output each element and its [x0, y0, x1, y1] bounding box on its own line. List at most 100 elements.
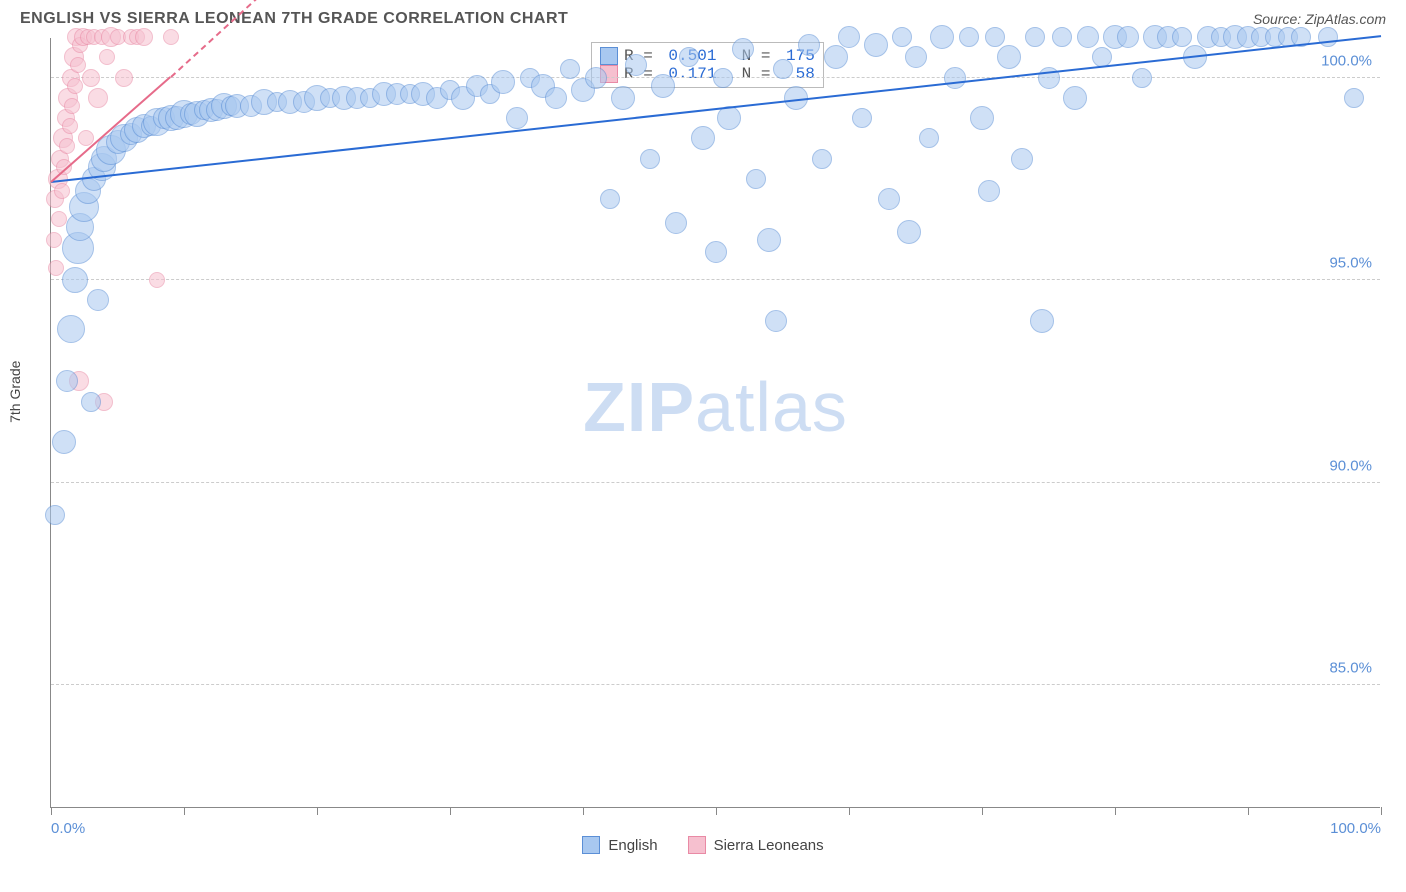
data-point-english [62, 267, 88, 293]
xtick [1115, 807, 1116, 815]
data-point-english [625, 54, 647, 76]
swatch-icon [582, 836, 600, 854]
data-point-english [611, 86, 635, 110]
plot-area: ZIPatlas R = 0.501 N = 175R = 0.171 N = … [50, 38, 1380, 808]
data-point-english [773, 59, 793, 79]
watermark: ZIPatlas [583, 367, 848, 447]
data-point-english [959, 27, 979, 47]
chart-container: 7th Grade ZIPatlas R = 0.501 N = 175R = … [20, 38, 1386, 854]
xtick [982, 807, 983, 815]
data-point-english [1132, 68, 1152, 88]
gridline [51, 482, 1380, 483]
data-point-english [757, 228, 781, 252]
data-point-english [1011, 148, 1033, 170]
data-point-english [838, 26, 860, 48]
data-point-english [997, 45, 1021, 69]
data-point-english [1344, 88, 1364, 108]
data-point-english [506, 107, 528, 129]
data-point-sierra [88, 88, 108, 108]
data-point-english [978, 180, 1000, 202]
data-point-english [491, 70, 515, 94]
chart-title: ENGLISH VS SIERRA LEONEAN 7TH GRADE CORR… [20, 10, 568, 28]
data-point-english [944, 67, 966, 89]
data-point-english [679, 47, 699, 67]
xtick [1381, 807, 1382, 815]
data-point-sierra [115, 69, 133, 87]
data-point-english [651, 74, 675, 98]
data-point-english [905, 46, 927, 68]
data-point-english [600, 189, 620, 209]
legend-label: Sierra Leoneans [714, 837, 824, 854]
xtick-label: 100.0% [1330, 820, 1381, 837]
y-axis-label: 7th Grade [7, 361, 23, 423]
source-label: Source: ZipAtlas.com [1253, 11, 1386, 27]
data-point-sierra [59, 138, 75, 154]
data-point-sierra [64, 98, 80, 114]
data-point-english [852, 108, 872, 128]
data-point-sierra [54, 183, 70, 199]
xtick [51, 807, 52, 815]
data-point-sierra [62, 118, 78, 134]
data-point-english [1052, 27, 1072, 47]
data-point-english [798, 34, 820, 56]
data-point-english [640, 149, 660, 169]
data-point-english [765, 310, 787, 332]
data-point-english [864, 33, 888, 57]
stats-n-value: 58 [796, 65, 815, 83]
data-point-sierra [135, 28, 153, 46]
data-point-english [892, 27, 912, 47]
data-point-sierra [67, 78, 83, 94]
data-point-english [57, 315, 85, 343]
ytick-label: 100.0% [1321, 52, 1372, 69]
xtick [583, 807, 584, 815]
data-point-english [970, 106, 994, 130]
data-point-english [691, 126, 715, 150]
stats-r-value: 0.171 [668, 65, 716, 83]
data-point-english [87, 289, 109, 311]
data-point-english [56, 370, 78, 392]
data-point-english [732, 38, 754, 60]
data-point-english [1077, 26, 1099, 48]
data-point-english [746, 169, 766, 189]
data-point-english [560, 59, 580, 79]
gridline [51, 684, 1380, 685]
data-point-english [1030, 309, 1054, 333]
swatch-icon [600, 47, 618, 65]
data-point-english [1117, 26, 1139, 48]
data-point-english [665, 212, 687, 234]
data-point-english [585, 67, 607, 89]
xtick [1248, 807, 1249, 815]
data-point-sierra [163, 29, 179, 45]
data-point-english [705, 241, 727, 263]
data-point-english [1025, 27, 1045, 47]
legend-label: English [608, 837, 657, 854]
data-point-sierra [149, 272, 165, 288]
xtick [450, 807, 451, 815]
ytick-label: 85.0% [1329, 660, 1372, 677]
data-point-english [897, 220, 921, 244]
data-point-sierra [99, 49, 115, 65]
legend-item: English [582, 836, 657, 854]
watermark-zip: ZIP [583, 368, 695, 446]
data-point-english [919, 128, 939, 148]
data-point-english [1063, 86, 1087, 110]
xtick [184, 807, 185, 815]
xtick [849, 807, 850, 815]
ytick-label: 95.0% [1329, 255, 1372, 272]
data-point-english [545, 87, 567, 109]
data-point-english [824, 45, 848, 69]
data-point-english [1318, 27, 1338, 47]
data-point-english [1172, 27, 1192, 47]
legend: English Sierra Leoneans [20, 836, 1386, 854]
data-point-english [717, 106, 741, 130]
xtick-label: 0.0% [51, 820, 85, 837]
data-point-english [878, 188, 900, 210]
data-point-sierra [82, 69, 100, 87]
swatch-icon [688, 836, 706, 854]
legend-item: Sierra Leoneans [688, 836, 824, 854]
data-point-english [713, 68, 733, 88]
watermark-atlas: atlas [695, 368, 848, 446]
data-point-english [45, 505, 65, 525]
data-point-sierra [48, 260, 64, 276]
xtick [317, 807, 318, 815]
